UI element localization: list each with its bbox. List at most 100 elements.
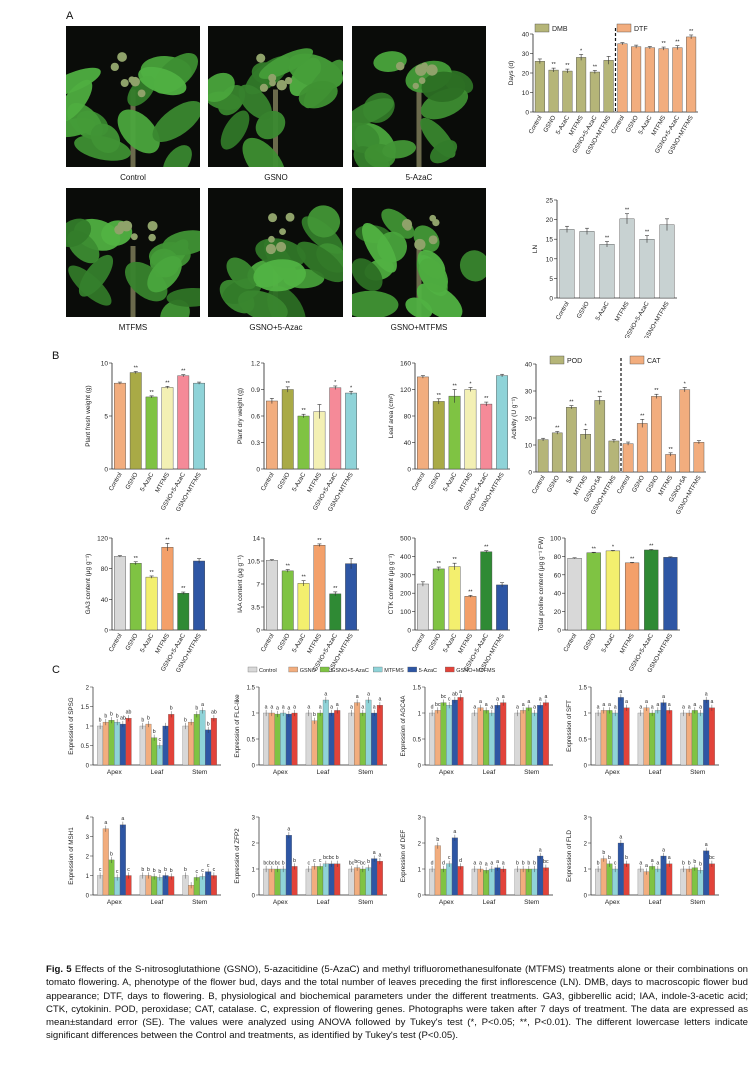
- flower-bud: [268, 235, 275, 243]
- bar: [119, 723, 126, 766]
- significance-mark: **: [165, 380, 170, 386]
- x-tick-label: GSNO: [124, 471, 139, 490]
- leaf: [381, 208, 415, 239]
- significance-mark: *: [469, 382, 472, 388]
- bar: [348, 712, 355, 766]
- significance-mark: **: [286, 564, 291, 570]
- bar: [311, 866, 318, 896]
- significance-mark: *: [585, 423, 588, 429]
- significance-mark: **: [452, 384, 457, 390]
- bar: [274, 868, 281, 896]
- y-axis-label: Leaf area (cm²): [388, 394, 395, 438]
- bar: [429, 712, 436, 766]
- bar: [263, 712, 270, 766]
- legend-label: Control: [259, 668, 277, 674]
- significance-letter: b: [436, 837, 439, 843]
- leaf: [208, 72, 235, 103]
- bar: [139, 725, 146, 766]
- flower-bud: [395, 61, 405, 71]
- bar: [471, 712, 478, 766]
- x-tick-label: MTFMS: [306, 472, 323, 495]
- flower-bud: [148, 233, 156, 242]
- bar: [551, 432, 563, 473]
- group-label: Apex: [107, 769, 123, 776]
- bar: [114, 556, 126, 631]
- group-label: Stem: [690, 899, 705, 906]
- y-axis-label: Expression of SFT: [566, 700, 573, 752]
- significance-letter: bc: [354, 859, 360, 865]
- bar: [102, 828, 109, 896]
- y-tick-label: 0: [256, 467, 260, 474]
- significance-letter: a: [378, 697, 381, 703]
- x-tick-label: 5-AzaC: [442, 632, 459, 654]
- bar: [697, 712, 704, 766]
- bar: [595, 868, 602, 896]
- leaf: [162, 145, 192, 167]
- photo-label: GSNO: [264, 173, 288, 182]
- significance-letter: a: [639, 860, 642, 866]
- bar: [280, 712, 287, 766]
- bar: [651, 396, 662, 473]
- y-tick-label: 0: [418, 893, 422, 899]
- y-tick-label: 0: [104, 467, 108, 474]
- bar: [680, 712, 687, 766]
- bar: [576, 57, 587, 113]
- y-tick-label: 3: [252, 815, 256, 821]
- legend-label: GSNO: [300, 668, 317, 674]
- significance-letter: a: [705, 691, 708, 697]
- y-tick-label: 4: [86, 815, 90, 821]
- y-axis-label: GA3 content (μg g⁻¹): [85, 554, 92, 615]
- bar: [663, 557, 678, 631]
- bar: [599, 244, 615, 299]
- bar: [525, 868, 532, 896]
- bar: [697, 870, 704, 896]
- group-label: Apex: [605, 899, 621, 906]
- bar: [520, 868, 527, 896]
- significance-letter: a: [516, 704, 519, 710]
- bar: [483, 870, 490, 896]
- significance-letter: a: [656, 702, 659, 708]
- x-tick-label: 5-AzaC: [291, 471, 308, 493]
- x-tick-label: GSNO: [276, 632, 291, 651]
- flower-bud: [268, 73, 277, 82]
- significance-letter: ab: [452, 691, 458, 697]
- legend-swatch: [407, 666, 417, 673]
- significance-letter: b: [682, 860, 685, 866]
- y-tick-label: 80: [101, 566, 109, 573]
- bar: [623, 707, 630, 766]
- bar: [429, 868, 436, 896]
- significance-letter: a: [639, 704, 642, 710]
- y-tick-label: 40: [554, 591, 562, 598]
- bar: [579, 231, 595, 299]
- photo-label: 5-AzaC: [405, 173, 433, 182]
- group-label: Leaf: [649, 899, 662, 906]
- bar: [305, 868, 312, 896]
- significance-mark: **: [555, 426, 560, 432]
- significance-letter: b: [597, 860, 600, 866]
- bar: [672, 47, 683, 113]
- significance-letter: a: [265, 704, 268, 710]
- significance-mark: **: [661, 41, 666, 47]
- x-tick-label: MTFMS: [457, 633, 474, 656]
- y-tick-label: 0: [252, 763, 256, 769]
- leaf: [416, 282, 463, 317]
- leaf: [90, 123, 121, 153]
- bar: [285, 713, 292, 766]
- bar: [328, 712, 335, 766]
- significance-letter: c: [614, 860, 617, 866]
- significance-letter: a: [602, 702, 605, 708]
- x-tick-label: MTFMS: [306, 633, 323, 656]
- bar: [329, 387, 342, 470]
- significance-letter: a: [330, 704, 333, 710]
- significance-letter: a: [705, 842, 708, 848]
- bar: [263, 868, 270, 896]
- y-tick-label: 0: [525, 110, 529, 117]
- bar: [643, 871, 650, 896]
- flower-bud: [110, 62, 119, 72]
- leaf: [238, 290, 288, 317]
- bar: [619, 218, 635, 299]
- group-label: Stem: [524, 769, 539, 776]
- significance-letter: a: [121, 816, 124, 822]
- y-axis-label: Expression of MSH1: [68, 827, 75, 885]
